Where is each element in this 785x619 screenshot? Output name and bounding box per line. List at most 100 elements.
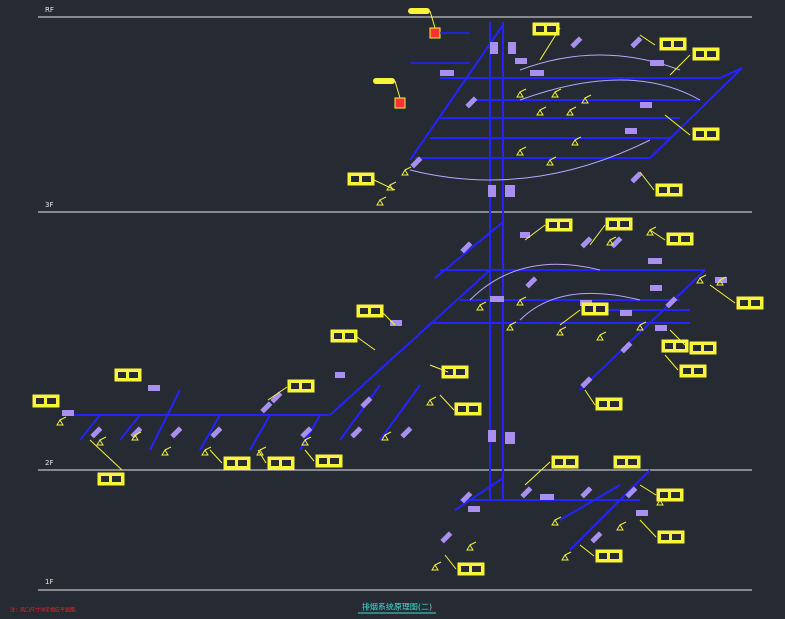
leader	[89, 439, 123, 471]
diffuser	[256, 446, 267, 456]
tag-inner	[238, 460, 247, 466]
leader	[664, 114, 691, 136]
leader	[579, 544, 595, 557]
fitting	[460, 491, 473, 504]
tag-inner	[456, 369, 465, 375]
tag-inner	[547, 26, 556, 32]
fitting	[300, 426, 313, 439]
diffuser	[596, 331, 607, 341]
fan-unit	[394, 97, 406, 109]
leader	[429, 364, 449, 373]
component	[488, 185, 496, 197]
fitting	[520, 486, 533, 499]
component	[148, 385, 160, 391]
fitting	[400, 426, 413, 439]
diffuser	[616, 521, 627, 531]
fitting	[440, 531, 453, 544]
leader	[559, 309, 581, 326]
diffuser	[506, 321, 517, 331]
leader	[539, 27, 561, 61]
leader	[524, 224, 546, 241]
diffuser	[546, 156, 557, 166]
duct	[299, 414, 321, 451]
fitting	[620, 341, 633, 354]
duct	[249, 414, 271, 451]
component	[520, 232, 530, 238]
tag-inner	[291, 383, 299, 389]
drawing-note: 注：风口尺寸详见相应平面图。	[10, 607, 80, 614]
tag-inner	[129, 372, 138, 378]
floor-label: 2F	[45, 459, 53, 467]
fitting	[350, 426, 363, 439]
tag-inner	[610, 401, 619, 407]
arc-line	[469, 263, 601, 301]
tag-inner	[36, 398, 44, 404]
floor-label: 3F	[45, 201, 53, 209]
fitting	[460, 241, 473, 254]
tag-inner	[330, 458, 339, 464]
tag-inner	[676, 343, 685, 349]
fitting	[525, 276, 538, 289]
diffuser	[606, 236, 617, 246]
drawing-title: 排烟系统原理图(二)	[362, 602, 432, 612]
component	[468, 506, 480, 512]
diffuser	[131, 431, 142, 441]
duct-system	[32, 8, 764, 576]
fitting	[570, 36, 583, 49]
fitting	[665, 296, 678, 309]
tag-inner	[696, 51, 704, 57]
fitting	[590, 531, 603, 544]
fitting	[625, 486, 638, 499]
component	[490, 42, 498, 54]
tag-inner	[585, 306, 593, 312]
fitting	[210, 426, 223, 439]
diffuser	[161, 446, 172, 456]
tag-inner	[620, 221, 629, 227]
duct	[559, 484, 621, 521]
fitting	[170, 426, 183, 439]
component	[488, 430, 496, 442]
floor-lines	[38, 16, 752, 591]
fan-link	[394, 80, 401, 99]
tag-inner	[659, 187, 667, 193]
component	[530, 70, 544, 76]
tag-inner	[334, 333, 342, 339]
diffuser	[716, 276, 727, 286]
fitting	[630, 171, 643, 184]
component	[390, 320, 402, 326]
fan	[408, 8, 430, 14]
fitting	[630, 36, 643, 49]
component	[490, 296, 504, 302]
fitting	[360, 396, 373, 409]
diffuser	[431, 561, 442, 571]
diffuser	[556, 326, 567, 336]
tag-inner	[751, 300, 760, 306]
tag-inner	[227, 460, 235, 466]
diffuser	[696, 274, 707, 284]
leader	[257, 449, 267, 464]
duct	[329, 269, 491, 416]
duct	[149, 389, 181, 451]
tag-inner	[271, 460, 279, 466]
diffuser	[636, 321, 647, 331]
leader	[709, 284, 736, 304]
diffuser	[516, 296, 527, 306]
diffuser	[581, 94, 592, 104]
leader	[669, 329, 689, 349]
tag-inner	[704, 345, 713, 351]
diffuser	[386, 181, 397, 191]
tag-inner	[47, 398, 56, 404]
diffuser	[516, 146, 527, 156]
leader	[373, 179, 396, 191]
diffuser	[301, 436, 312, 446]
leader	[381, 311, 396, 326]
duct	[434, 221, 504, 279]
component	[505, 185, 515, 197]
diffuser	[466, 541, 477, 551]
diffuser	[476, 301, 487, 311]
component	[540, 494, 554, 500]
leader	[664, 354, 679, 371]
fitting	[580, 376, 593, 389]
fan-unit	[429, 27, 441, 39]
component	[648, 258, 662, 264]
